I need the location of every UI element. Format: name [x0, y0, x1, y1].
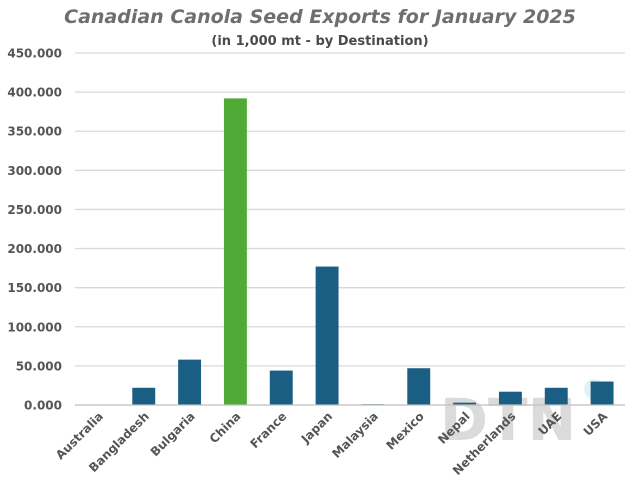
bar-china — [223, 98, 247, 405]
bar-japan — [315, 266, 339, 405]
x-tick-label: Malaysia — [329, 409, 381, 461]
chart-subtitle: (in 1,000 mt - by Destination) — [211, 34, 428, 49]
y-tick-labels: 0.000 50.000 100.000 150.000 200.000 250.000 3… — [7, 47, 62, 413]
x-tick-label: France — [247, 409, 289, 451]
chart-title: Canadian Canola Seed Exports for January… — [64, 6, 576, 28]
bar-nepal — [453, 402, 477, 405]
y-tick-label: 200.000 — [7, 242, 62, 256]
y-tick-label: 300.000 — [7, 164, 62, 178]
x-tick-label: Japan — [298, 409, 335, 446]
bar-mexico — [407, 368, 431, 405]
x-tick-label: Bulgaria — [148, 409, 198, 459]
y-tick-label: 100.000 — [7, 320, 62, 334]
bar-bangladesh — [132, 387, 156, 405]
x-tick-label: China — [207, 409, 244, 446]
bar-usa — [590, 381, 614, 405]
y-tick-label: 400.000 — [7, 86, 62, 100]
bar-bulgaria — [178, 359, 202, 405]
bars — [132, 98, 614, 405]
y-tick-label: 250.000 — [7, 203, 62, 217]
bar-netherlands — [498, 391, 522, 405]
gridlines — [75, 52, 625, 367]
bar-france — [269, 370, 293, 405]
bar-uae — [544, 387, 568, 405]
y-tick-label: 150.000 — [7, 281, 62, 295]
y-tick-label: 450.000 — [7, 47, 62, 61]
x-tick-label: Mexico — [384, 409, 427, 452]
y-tick-label: 50.000 — [16, 359, 62, 373]
x-tick-label: USA — [581, 409, 611, 439]
y-tick-label: 350.000 — [7, 125, 62, 139]
y-tick-label: 0.000 — [24, 399, 62, 413]
